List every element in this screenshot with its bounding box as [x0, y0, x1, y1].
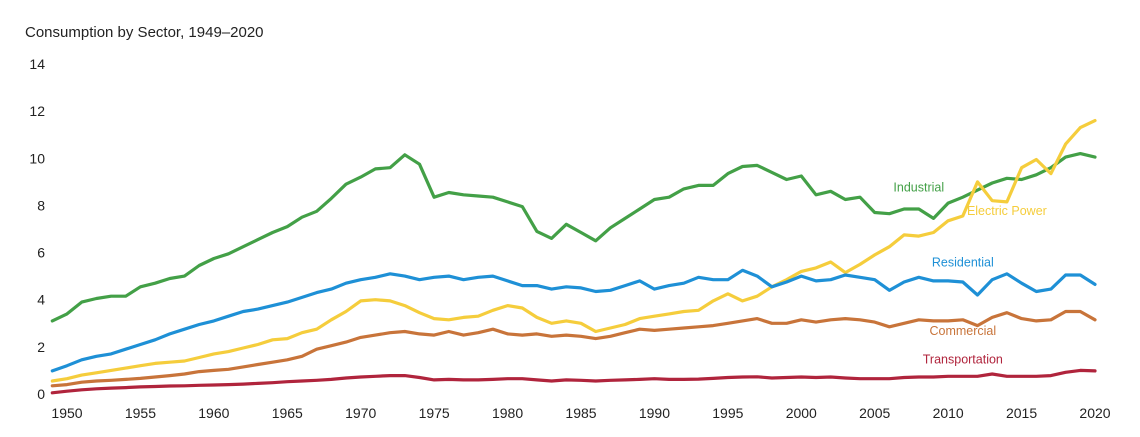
series-line-industrial [50, 152, 1097, 323]
series-line-transportation [50, 368, 1097, 395]
x-tick-label: 1960 [198, 405, 229, 421]
x-tick-label: 1955 [125, 405, 156, 421]
series-label-commercial: Commercial [929, 324, 996, 338]
series-labels: Industrial Electric Power Residential Comme… [893, 180, 1046, 366]
x-tick-label: 2005 [859, 405, 890, 421]
series-label-residential: Residential [932, 256, 994, 270]
x-tick-label: 1970 [345, 405, 376, 421]
y-tick-label: 8 [37, 197, 45, 213]
x-tick-label: 1985 [565, 405, 596, 421]
y-axis-ticks: 0 2 4 6 8 10 12 14 [29, 56, 45, 402]
y-tick-label: 2 [37, 339, 45, 355]
series-label-industrial: Industrial [893, 180, 944, 194]
x-tick-label: 1980 [492, 405, 523, 421]
series-line-residential [50, 268, 1097, 373]
y-tick-label: 6 [37, 245, 45, 261]
x-tick-label: 1965 [272, 405, 303, 421]
y-tick-label: 14 [29, 56, 45, 72]
series-line-electric-power [50, 118, 1097, 383]
x-tick-label: 2000 [786, 405, 817, 421]
series-lines [50, 118, 1097, 395]
series-line-commercial [50, 309, 1097, 388]
x-tick-label: 1995 [712, 405, 743, 421]
series-label-electric-power: Electric Power [967, 204, 1047, 218]
x-tick-label: 1990 [639, 405, 670, 421]
x-tick-label: 1975 [419, 405, 450, 421]
x-tick-label: 2020 [1079, 405, 1110, 421]
x-axis-ticks: 1950 1955 1960 1965 1970 1975 1980 1985 1990 1995… [51, 405, 1110, 421]
x-tick-label: 2010 [933, 405, 964, 421]
x-tick-label: 1950 [51, 405, 82, 421]
chart-title: Consumption by Sector, 1949–2020 [25, 24, 264, 41]
y-tick-label: 10 [29, 150, 45, 166]
y-tick-label: 0 [37, 386, 45, 402]
y-tick-label: 4 [37, 292, 45, 308]
x-tick-label: 2015 [1006, 405, 1037, 421]
y-tick-label: 12 [29, 103, 45, 119]
series-label-transportation: Transportation [923, 352, 1003, 366]
